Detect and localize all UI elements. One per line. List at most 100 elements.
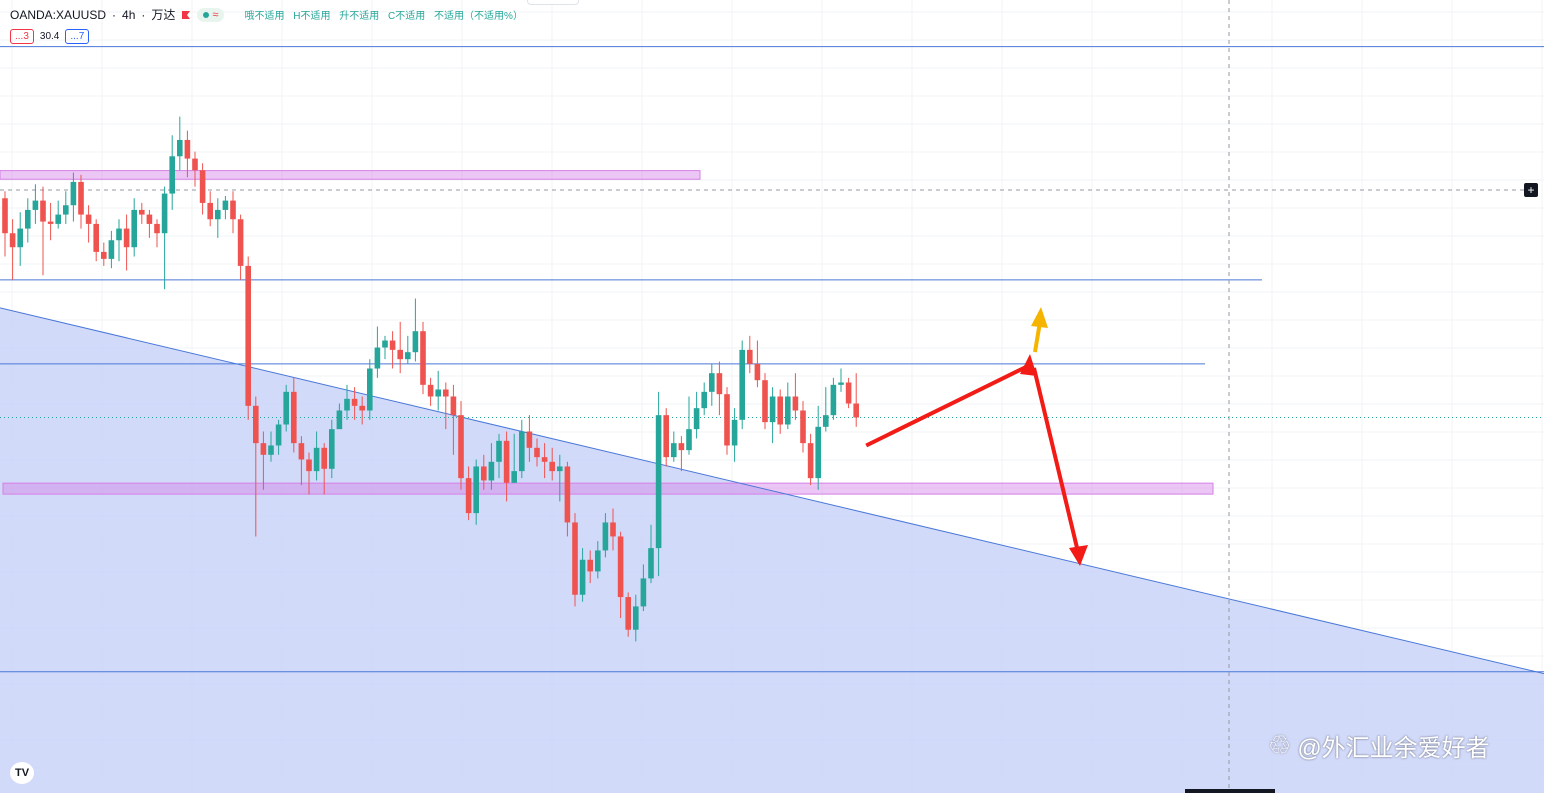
candle-body [313,447,320,472]
candle-body [116,228,122,241]
candle-body [47,221,54,224]
candle-body [101,251,107,259]
symbol-label[interactable]: OANDA:XAUUSD [10,7,107,22]
candle-body [458,415,464,479]
candle-body [511,471,517,483]
candle-body [579,559,586,595]
candle-body [222,200,229,210]
candle-body [435,389,441,397]
candle-body [321,447,327,469]
candle-body [663,415,669,458]
price-band [2,482,1214,495]
candle-body [724,394,730,446]
candle-body [260,443,267,455]
candle-body [139,209,145,215]
market-status-pill[interactable]: ≈ [197,7,225,22]
price-band [0,170,701,180]
candle-body [655,415,662,549]
candle-body [40,200,46,222]
candle-body [32,200,39,210]
candles [2,116,859,642]
candle-body [564,466,571,523]
candle-body [359,405,365,411]
top-toggle-button[interactable] [527,0,579,5]
candle-body [78,181,84,215]
candle-body [572,522,578,595]
candle-body [838,382,844,385]
tradingview-logo-icon[interactable]: TV [10,762,34,784]
candle-body [245,265,251,406]
indicator-2[interactable]: ...7 [65,29,90,44]
candle-body [9,233,16,248]
candle-body [541,457,548,462]
candle-body [519,431,525,472]
candle-body [25,209,31,229]
candle-body [671,443,677,458]
ohlc-change: 不适用（不适用%） [434,11,523,22]
indicator-1[interactable]: ...3 [10,29,34,44]
ohlc-low: 升不适用 [339,11,380,22]
candle-body [526,431,533,448]
candle-body [678,443,685,451]
candle-body [625,597,631,630]
interval-separator: · [141,7,146,22]
weibo-icon: ♲ [1268,730,1292,760]
candle-body [161,193,168,234]
interval-label[interactable]: 4h [122,7,136,22]
candle-body [845,382,852,404]
candle-body [807,443,814,479]
candle-body [709,373,715,392]
chart-legend: OANDA:XAUUSD · 4h · 万达 ≈ 哦不适用 H不适用 升不适用 … [10,6,529,23]
candle-body [93,223,99,252]
arrow-up-yellow [1033,321,1042,353]
watermark: ♲ @外汇业余爱好者 [1268,728,1490,763]
time-scrollbar[interactable] [1185,789,1275,793]
arrow-up-red [865,364,1029,448]
candle-body [298,443,305,460]
candle-body [481,466,487,481]
candle-body [762,380,768,423]
interval-separator: · [112,7,117,22]
candle-body [382,340,388,348]
watermark-text: @外汇业余爱好者 [1297,735,1490,762]
candle-body [207,202,213,220]
candle-body [63,205,69,215]
candle-body [640,578,647,607]
candle-body [344,398,350,411]
approx-icon: ≈ [212,8,219,21]
candle-body [55,214,61,224]
candle-body [595,550,601,572]
candle-body [154,223,160,234]
candle-body [693,408,700,430]
candle-body [769,396,776,423]
candle-body [215,209,221,220]
candle-body [169,156,175,194]
candle-body [549,461,555,472]
candle-body [2,198,8,234]
candle-body [739,349,745,420]
flag-icon[interactable] [181,10,191,20]
add-price-icon[interactable]: + [1524,183,1538,197]
candle-body [123,228,130,248]
candle-body [192,158,198,171]
candle-body [496,440,502,462]
candle-body [633,606,639,630]
candle-body [587,559,593,572]
candle-body [412,331,419,353]
candle-body [329,429,335,469]
candle-body [199,170,206,203]
candle-body [815,426,821,479]
candle-body [389,340,396,350]
arrow-down-red [1032,367,1080,553]
candle-body [427,384,434,397]
candle-body [85,214,92,224]
ohlc-open: 哦不适用 [244,11,285,22]
candle-body [351,398,358,406]
candle-body [108,240,115,259]
candle-body [230,200,236,220]
candle-body [450,396,457,416]
candle-body [800,410,806,444]
candle-body [374,347,381,369]
candle-body [420,331,426,385]
